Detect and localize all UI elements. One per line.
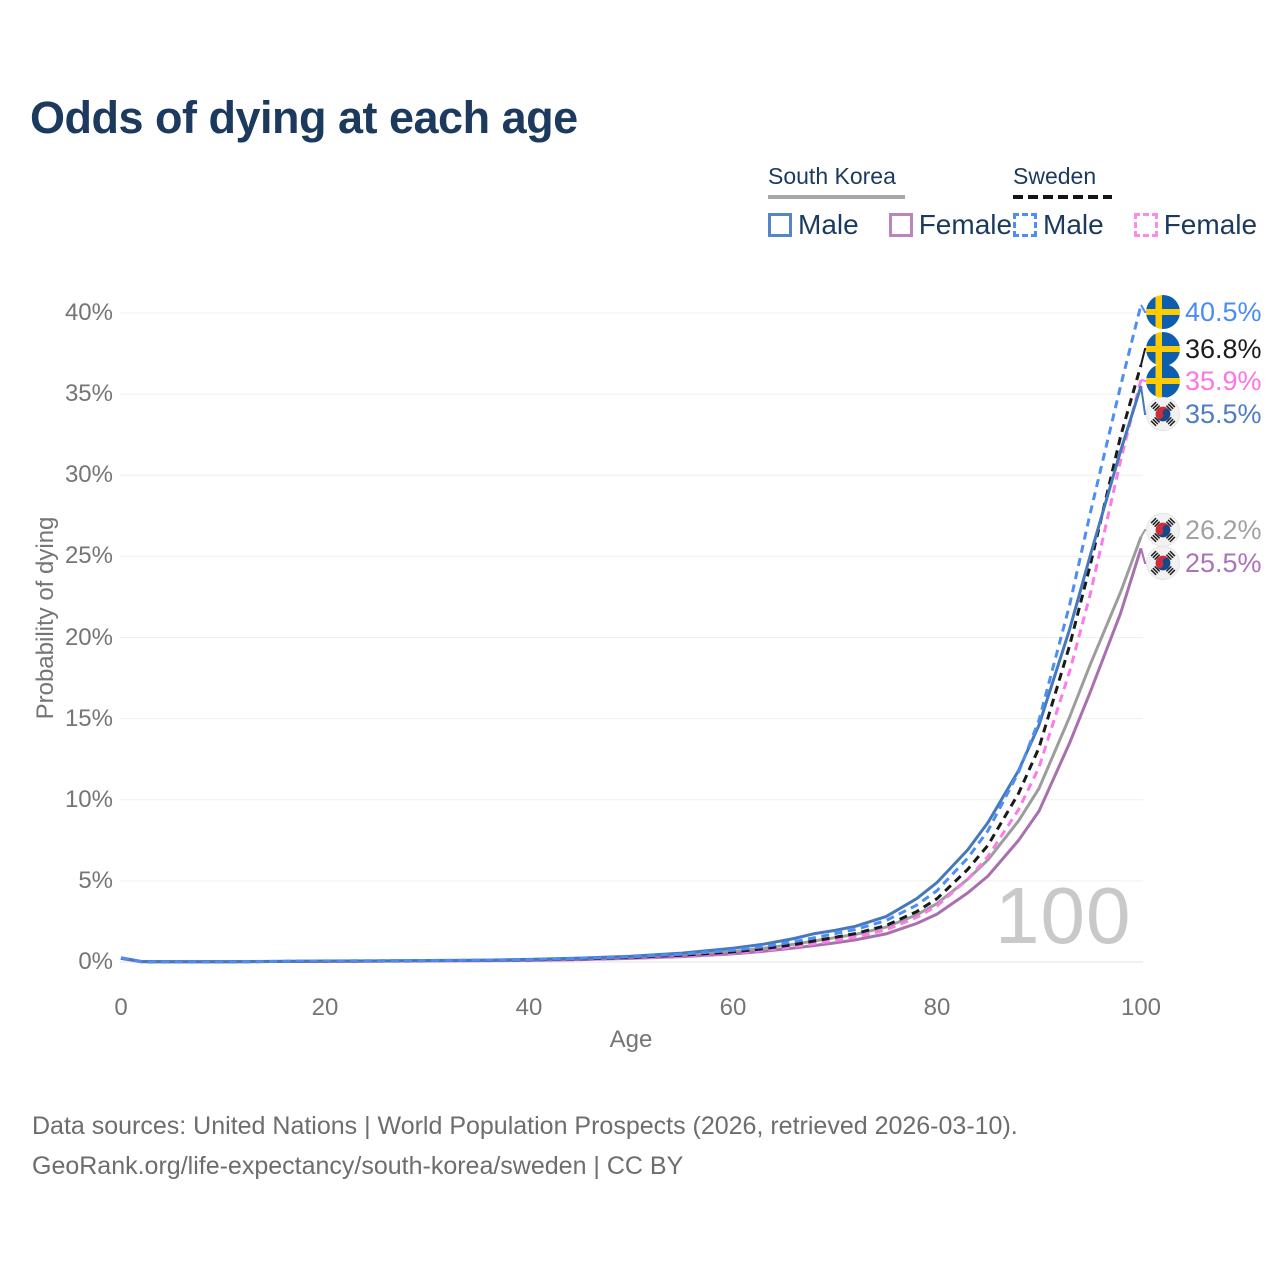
x-tick: 20 — [311, 994, 339, 1021]
legend-country-sweden: Sweden — [1013, 163, 1097, 189]
series-end-label-south-korea-combined: 26.2% — [1146, 512, 1262, 548]
y-tick: 20% — [64, 624, 113, 651]
x-tick: 0 — [114, 994, 128, 1021]
y-tick: 0% — [78, 948, 113, 975]
x-tick: 80 — [923, 994, 951, 1021]
series-end-label-sweden-combined: 36.8% — [1146, 331, 1262, 367]
south-korea-male-swatch-icon — [768, 213, 792, 237]
x-tick: 40 — [515, 994, 543, 1021]
south-korea-female-swatch-icon — [888, 213, 913, 237]
sweden-flag-icon — [1146, 332, 1180, 366]
legend-linestyle-sweden — [1013, 195, 1112, 199]
x-tick: 100 — [1120, 994, 1162, 1021]
series-end-label-south-korea-female: 25.5% — [1146, 545, 1262, 581]
age-watermark: 100 — [995, 871, 1132, 960]
y-axis-title: Probability of dying — [32, 516, 59, 720]
end-value: 36.8% — [1185, 333, 1262, 364]
sweden-male-swatch-icon — [1013, 213, 1037, 237]
south-korea-flag-icon — [1146, 397, 1180, 431]
legend-label: Male — [1043, 209, 1104, 240]
series-end-label-sweden-female: 35.9% — [1146, 363, 1262, 399]
y-tick: 35% — [64, 380, 113, 407]
legend-linestyle-south-korea — [768, 195, 905, 199]
end-value: 35.9% — [1185, 365, 1262, 396]
south-korea-flag-icon — [1146, 546, 1180, 580]
legend-group-south-korea: South Korea Male Female — [768, 163, 1012, 241]
end-value: 40.5% — [1185, 296, 1262, 327]
legend-label: Female — [1163, 209, 1258, 240]
data-source-attribution: Data sources: United Nations | World Pop… — [32, 1106, 1018, 1186]
y-tick: 25% — [64, 542, 113, 569]
sweden-flag-icon — [1146, 364, 1180, 398]
y-tick: 15% — [64, 705, 113, 732]
series-end-label-south-korea-male: 35.5% — [1146, 396, 1262, 432]
footer-line-1: Data sources: United Nations | World Pop… — [32, 1112, 1018, 1140]
legend-item-sweden-female[interactable]: Female — [1133, 209, 1258, 241]
legend-group-sweden: Sweden Male Female — [1013, 163, 1257, 241]
page-title: Odds of dying at each age — [30, 92, 578, 143]
legend-label: Male — [798, 209, 859, 240]
legend-label: Female — [918, 209, 1013, 240]
end-value: 35.5% — [1185, 398, 1262, 429]
legend-item-south-korea-male[interactable]: Male — [768, 209, 859, 241]
end-value: 26.2% — [1185, 514, 1262, 545]
end-value: 25.5% — [1185, 547, 1262, 578]
legend-item-south-korea-female[interactable]: Female — [888, 209, 1013, 241]
sweden-flag-icon — [1146, 295, 1180, 329]
y-tick: 30% — [64, 461, 113, 488]
y-tick: 40% — [64, 299, 113, 326]
sweden-female-swatch-icon — [1133, 213, 1158, 237]
x-tick: 60 — [719, 994, 747, 1021]
x-axis-title: Age — [609, 1026, 653, 1053]
y-tick: 5% — [78, 867, 113, 894]
footer-line-2: GeoRank.org/life-expectancy/south-korea/… — [32, 1152, 684, 1180]
legend-item-sweden-male[interactable]: Male — [1013, 209, 1104, 241]
series-end-label-sweden-male: 40.5% — [1146, 294, 1262, 330]
y-tick: 10% — [64, 786, 113, 813]
legend-country-south-korea: South Korea — [768, 163, 896, 189]
south-korea-flag-icon — [1146, 513, 1180, 547]
